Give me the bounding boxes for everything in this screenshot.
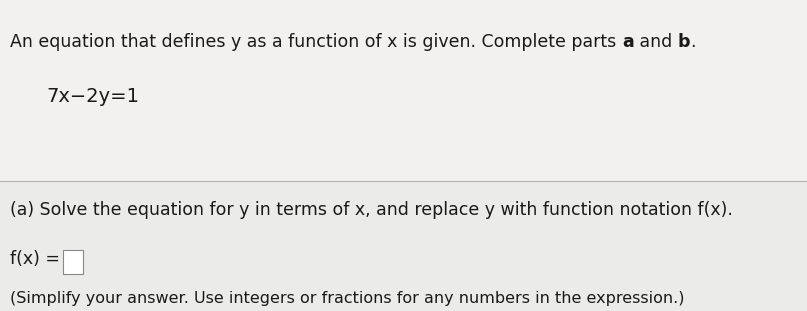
Text: .: . (690, 33, 696, 51)
Text: f(x) =: f(x) = (10, 250, 61, 268)
Bar (0, 0, 807, 181)
Text: (Simplify your answer. Use integers or fractions for any numbers in the expressi: (Simplify your answer. Use integers or f… (10, 291, 685, 306)
Text: An equation that defines y as a function of x is given. Complete parts: An equation that defines y as a function… (10, 33, 622, 51)
Text: and: and (634, 33, 678, 51)
FancyBboxPatch shape (63, 250, 83, 274)
Text: a: a (622, 33, 634, 51)
Text: (a) Solve the equation for y in terms of x, and replace y with function notation: (a) Solve the equation for y in terms of… (10, 201, 734, 219)
Bar (0, 181, 807, 311)
Text: b: b (678, 33, 690, 51)
Text: 7x−2y=1: 7x−2y=1 (47, 87, 140, 106)
